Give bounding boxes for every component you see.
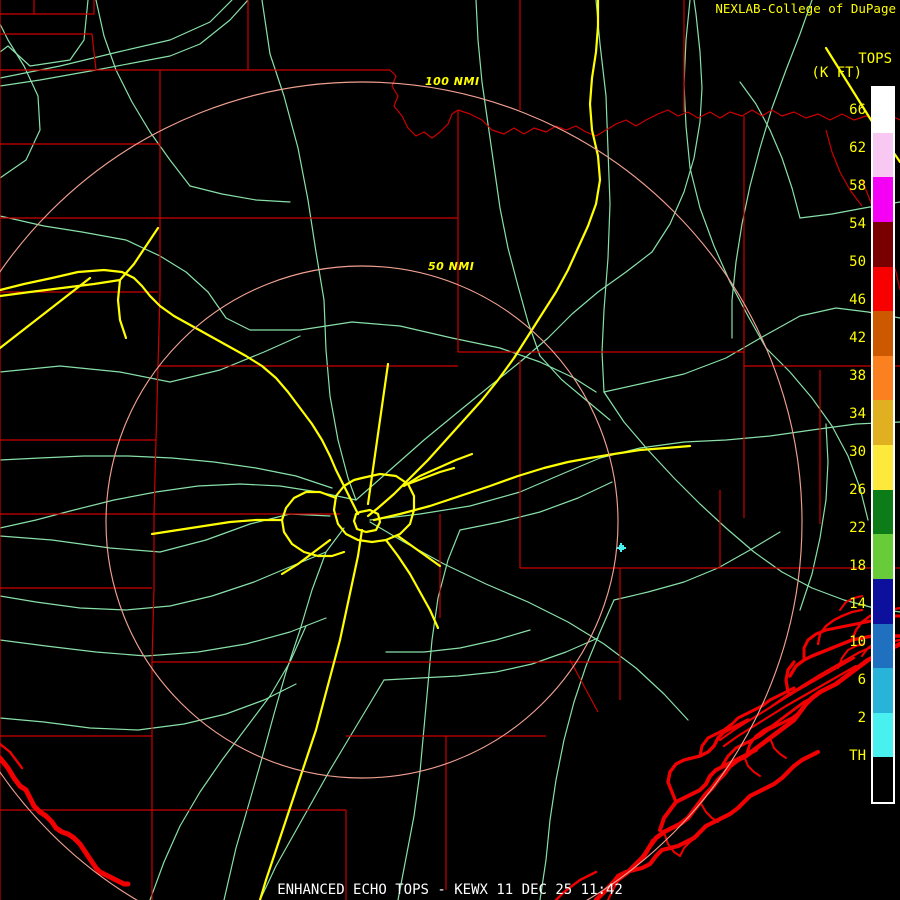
- legend-swatch-magenta-62: [873, 177, 893, 222]
- legend-swatch-white-70: [873, 88, 893, 133]
- legend-tick-18: 18: [849, 558, 866, 574]
- legend-tick-22: 22: [849, 520, 866, 536]
- legend-swatch-black-th: [873, 757, 893, 802]
- legend-title: TOPS: [858, 51, 892, 67]
- legend-tick-34: 34: [849, 406, 866, 422]
- echo-tops-returns: [617, 543, 626, 552]
- legend-tick-54: 54: [849, 216, 866, 232]
- product-title-bar: ENHANCED ECHO TOPS - KEWX 11 DEC 25 11:4…: [277, 882, 623, 898]
- provider-credit: NEXLAB-College of DuPage: [715, 1, 896, 16]
- legend-tick-46: 46: [849, 292, 866, 308]
- legend-swatch-darkgreen-34: [873, 489, 893, 535]
- legend-swatch-green-30: [873, 534, 893, 579]
- legend-swatch-orange-46: [873, 355, 893, 401]
- legend-tick-th: TH: [849, 748, 866, 764]
- legend-swatch-yellow-38: [873, 445, 893, 490]
- legend-tick-26: 26: [849, 482, 866, 498]
- range-ring-label-50: 50 NMI: [428, 260, 475, 273]
- legend-swatch-cyan-14: [873, 712, 893, 758]
- legend-tick-30: 30: [849, 444, 866, 460]
- legend-tick-58: 58: [849, 178, 866, 194]
- range-ring-50nmi: [105, 265, 619, 779]
- legend-swatch-red-54: [873, 266, 893, 312]
- range-rings: [0, 81, 803, 900]
- legend-units: (K FT): [811, 65, 862, 81]
- legend-tick-38: 38: [849, 368, 866, 384]
- legend-tick-42: 42: [849, 330, 866, 346]
- legend-tick-6: 6: [857, 672, 866, 688]
- legend-swatch-gold-42: [873, 400, 893, 445]
- legend-tick-10: 10: [849, 634, 866, 650]
- echo-cell-1c: [620, 543, 622, 552]
- legend-tick-62: 62: [849, 140, 866, 156]
- color-scale-bar: [871, 86, 895, 804]
- legend-tick-2: 2: [857, 710, 866, 726]
- legend-swatch-navy-26: [873, 578, 893, 624]
- legend-tick-labels: 66 62 58 54 50 46 42 38 34 30 26 22 18 14 10 6 2 TH: [820, 86, 866, 804]
- legend-swatch-darkorange-50: [873, 311, 893, 356]
- legend-swatch-pink-66: [873, 132, 893, 178]
- legend-tick-66: 66: [849, 102, 866, 118]
- legend-swatch-lightblue-18: [873, 668, 893, 713]
- range-ring-label-100: 100 NMI: [425, 75, 480, 88]
- legend-tick-14: 14: [849, 596, 866, 612]
- range-ring-100nmi: [0, 81, 803, 900]
- legend-tick-50: 50: [849, 254, 866, 270]
- color-scale-segments: [873, 88, 893, 802]
- legend-swatch-darkred-58: [873, 221, 893, 267]
- legend-swatch-blue-22: [873, 623, 893, 669]
